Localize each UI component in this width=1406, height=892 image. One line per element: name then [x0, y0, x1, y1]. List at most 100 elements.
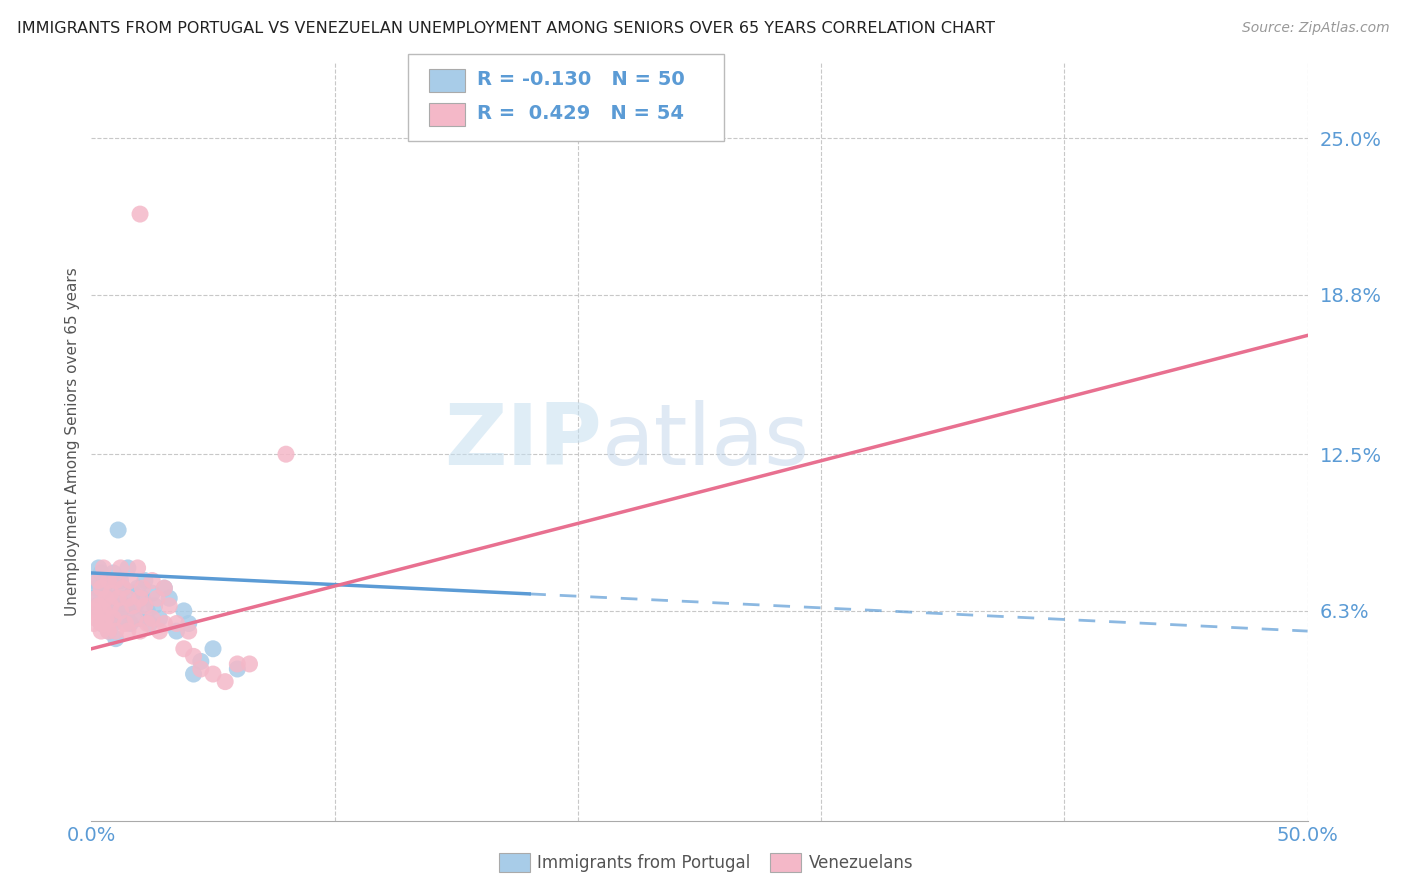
Point	[111, 581, 134, 595]
Point	[104, 624, 127, 639]
Point	[131, 581, 153, 595]
Point	[190, 655, 212, 669]
Point	[97, 591, 120, 606]
Point	[124, 611, 146, 625]
Point	[93, 599, 115, 613]
Point	[104, 632, 127, 646]
Text: ZIP: ZIP	[444, 400, 602, 483]
Point	[177, 616, 200, 631]
Point	[214, 674, 236, 689]
Point	[110, 574, 132, 588]
Text: IMMIGRANTS FROM PORTUGAL VS VENEZUELAN UNEMPLOYMENT AMONG SENIORS OVER 65 YEARS : IMMIGRANTS FROM PORTUGAL VS VENEZUELAN U…	[17, 21, 995, 37]
Point	[121, 599, 143, 613]
Point	[141, 574, 163, 588]
Point	[83, 574, 105, 588]
Point	[94, 591, 117, 606]
Point	[100, 586, 122, 600]
Point	[87, 574, 110, 588]
Point	[107, 523, 129, 537]
Point	[107, 591, 129, 606]
Point	[103, 611, 125, 625]
Point	[83, 604, 105, 618]
Text: Immigrants from Portugal: Immigrants from Portugal	[537, 854, 751, 871]
Text: atlas: atlas	[602, 400, 810, 483]
Y-axis label: Unemployment Among Seniors over 65 years: Unemployment Among Seniors over 65 years	[65, 268, 80, 615]
Point	[274, 447, 297, 461]
Point	[94, 611, 117, 625]
Point	[84, 591, 107, 606]
Point	[110, 561, 132, 575]
Point	[139, 616, 162, 631]
Point	[238, 657, 260, 671]
Point	[117, 561, 139, 575]
Point	[97, 624, 120, 639]
Point	[84, 611, 107, 625]
Point	[90, 581, 112, 595]
Point	[127, 561, 149, 575]
Point	[84, 599, 107, 613]
Point	[183, 667, 205, 681]
Point	[97, 624, 120, 639]
Point	[136, 604, 159, 618]
Point	[100, 604, 122, 618]
Point	[107, 591, 129, 606]
Point	[120, 574, 142, 588]
Point	[146, 591, 169, 606]
Point	[93, 604, 115, 618]
Point	[166, 616, 188, 631]
Point	[166, 624, 188, 639]
Point	[202, 641, 225, 656]
Point	[104, 574, 127, 588]
Point	[120, 616, 142, 631]
Point	[93, 616, 115, 631]
Point	[97, 574, 120, 588]
Point	[157, 599, 180, 613]
Point	[148, 624, 170, 639]
Text: Source: ZipAtlas.com: Source: ZipAtlas.com	[1241, 21, 1389, 36]
Point	[157, 591, 180, 606]
Point	[110, 604, 132, 618]
Point	[134, 574, 156, 588]
Point	[127, 581, 149, 595]
Point	[94, 574, 117, 588]
Point	[103, 566, 125, 580]
Point	[117, 624, 139, 639]
Point	[148, 611, 170, 625]
Point	[93, 616, 115, 631]
Point	[129, 624, 152, 639]
Point	[141, 611, 163, 625]
Point	[173, 641, 195, 656]
Point	[117, 591, 139, 606]
Point	[87, 561, 110, 575]
Point	[143, 599, 166, 613]
Point	[111, 581, 134, 595]
Point	[90, 566, 112, 580]
Point	[131, 591, 153, 606]
Point	[100, 599, 122, 613]
Point	[124, 599, 146, 613]
Point	[87, 599, 110, 613]
Point	[84, 581, 107, 595]
Point	[83, 591, 105, 606]
Point	[183, 649, 205, 664]
Point	[190, 662, 212, 676]
Point	[104, 599, 127, 613]
Point	[94, 611, 117, 625]
Text: Venezuelans: Venezuelans	[808, 854, 912, 871]
Point	[103, 616, 125, 631]
Point	[153, 581, 176, 595]
Point	[114, 616, 136, 631]
Point	[226, 662, 249, 676]
Point	[129, 611, 152, 625]
Point	[110, 611, 132, 625]
Point	[100, 581, 122, 595]
Point	[153, 581, 176, 595]
Point	[177, 624, 200, 639]
Point	[87, 604, 110, 618]
Point	[141, 586, 163, 600]
Point	[121, 586, 143, 600]
Point	[129, 207, 152, 221]
Point	[136, 616, 159, 631]
Point	[90, 616, 112, 631]
Point	[93, 561, 115, 575]
